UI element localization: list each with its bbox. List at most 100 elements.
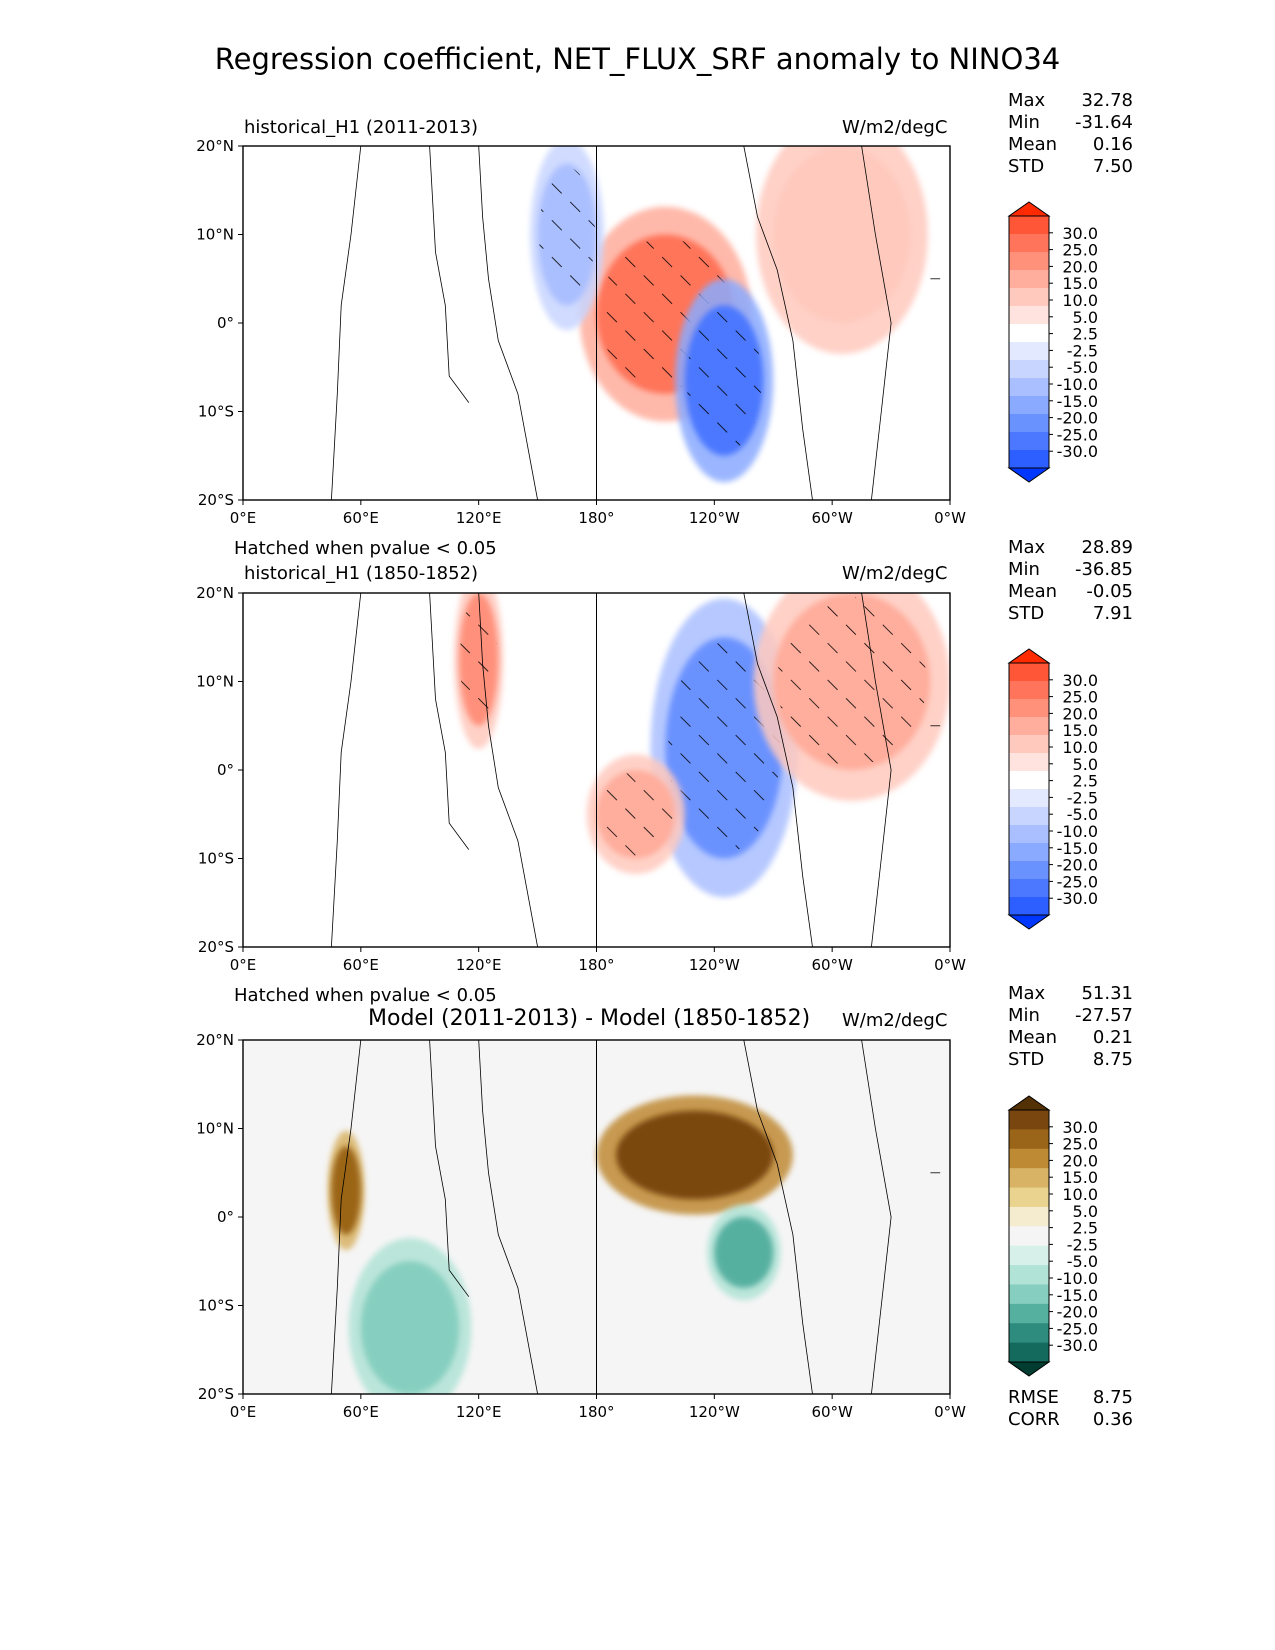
- colorbar-label: -25.0: [1057, 1319, 1098, 1338]
- colorbar-label: -20.0: [1057, 409, 1098, 428]
- x-tick-label: 0°E: [230, 509, 257, 527]
- hatch-region: [460, 596, 498, 723]
- map-panel-test: 0°E 60°E 120°E 180° 120°W 60°W 0°W 20°N 10°N 0° 10…: [196, 137, 966, 527]
- x-tick-label: 120°E: [456, 509, 502, 527]
- colorbar-segment: [1009, 1110, 1049, 1130]
- colorbar-segment: [1009, 879, 1049, 898]
- x-tick-label: 0°E: [230, 956, 257, 974]
- y-tick-label: 20°S: [198, 1385, 234, 1403]
- colorbar-extend-bottom: [1007, 1361, 1051, 1377]
- hatch-region: [777, 597, 927, 766]
- colorbar-segment: [1009, 216, 1049, 235]
- x-tick-label: 120°W: [689, 956, 740, 974]
- y-tick-label: 0°: [217, 761, 234, 779]
- x-tick-label: 60°E: [343, 1403, 379, 1421]
- panel2-hatch-note: Hatched when pvalue < 0.05: [234, 538, 497, 559]
- colorbar-segment: [1009, 699, 1049, 718]
- panel2-title: historical_H1 (1850-1852): [244, 563, 479, 584]
- colorbar-label: -30.0: [1057, 889, 1098, 908]
- colorbar-label: -2.5: [1067, 341, 1098, 360]
- panel3-stats: Max 51.31 Min -27.57 Mean 0.21 STD 8.75: [1008, 983, 1133, 1071]
- coastline: [743, 146, 813, 500]
- colorbar-label: 15.0: [1062, 274, 1098, 293]
- x-tick-label: 120°W: [689, 509, 740, 527]
- colorbar-label: -2.5: [1067, 1235, 1098, 1254]
- colorbar-segment: [1009, 897, 1049, 916]
- stat-min: Min -31.64: [1008, 112, 1133, 133]
- colorbar-label: -5.0: [1067, 805, 1098, 824]
- colorbar-label: 20.0: [1062, 1151, 1098, 1170]
- stat-corr: CORR 0.36: [1008, 1409, 1133, 1430]
- stat-min: Min -27.57: [1008, 1005, 1133, 1026]
- coastline: [429, 593, 470, 850]
- stat-mean: Mean 0.21: [1008, 1027, 1133, 1048]
- x-tick-label: 180°: [578, 509, 614, 527]
- y-tick-label: 20°S: [198, 938, 234, 956]
- panel3-title: Model (2011-2013) - Model (1850-1852): [368, 1006, 811, 1031]
- colorbar-segment: [1009, 681, 1049, 700]
- colorbar-segment: [1009, 717, 1049, 736]
- colorbar-label: -25.0: [1057, 872, 1098, 891]
- colorbar-label: -10.0: [1057, 375, 1098, 394]
- field-blob: [360, 1261, 460, 1394]
- y-tick-label: 0°: [217, 1208, 234, 1226]
- colorbar-label: 10.0: [1062, 738, 1098, 757]
- colorbar-label: 25.0: [1062, 241, 1098, 260]
- coastline: [743, 1040, 813, 1394]
- colorbar-segment: [1009, 735, 1049, 754]
- x-tick-label: 60°W: [811, 1403, 853, 1421]
- x-tick-label: 0°W: [934, 956, 966, 974]
- colorbar-label: 30.0: [1062, 1118, 1098, 1137]
- colorbar-frame: [1008, 662, 1050, 916]
- field-blob: [616, 1110, 774, 1200]
- colorbar-segment: [1009, 1265, 1049, 1285]
- x-tick-label: 0°W: [934, 509, 966, 527]
- coastline: [331, 593, 362, 947]
- x-tick-label: 120°E: [456, 1403, 502, 1421]
- colorbar-label: -20.0: [1057, 1303, 1098, 1322]
- stat-max: Max 51.31: [1008, 983, 1133, 1004]
- colorbar-label: -15.0: [1057, 1286, 1098, 1305]
- colorbar-segment: [1009, 360, 1049, 379]
- colorbar-label: -5.0: [1067, 358, 1098, 377]
- colorbar-label: 10.0: [1062, 291, 1098, 310]
- colorbar-label: 10.0: [1062, 1185, 1098, 1204]
- colorbar-label: 20.0: [1062, 257, 1098, 276]
- colorbar-label: 30.0: [1062, 224, 1098, 243]
- colorbar-label: 20.0: [1062, 704, 1098, 723]
- panel3-hatch-note: Hatched when pvalue < 0.05: [234, 985, 497, 1006]
- coastline: [743, 593, 813, 947]
- colorbar-label: 25.0: [1062, 688, 1098, 707]
- colorbar-frame: [1008, 215, 1050, 469]
- stat-min: Min -36.85: [1008, 559, 1133, 580]
- coastline: [331, 1040, 362, 1394]
- colorbar-label: -10.0: [1057, 822, 1098, 841]
- x-tick-label: 60°E: [343, 509, 379, 527]
- y-tick-label: 20°N: [196, 584, 234, 602]
- y-tick-label: 20°S: [198, 491, 234, 509]
- x-tick-label: 180°: [578, 1403, 614, 1421]
- x-tick-label: 180°: [578, 956, 614, 974]
- colorbar-label: 2.5: [1073, 325, 1098, 344]
- colorbar-segment: [1009, 771, 1049, 790]
- colorbar-frame: [1008, 1109, 1050, 1363]
- colorbar-label: 25.0: [1062, 1135, 1098, 1154]
- colorbar-segment: [1009, 450, 1049, 469]
- colorbar-segment: [1009, 825, 1049, 844]
- field-blob: [714, 1217, 774, 1288]
- x-tick-label: 0°W: [934, 1403, 966, 1421]
- colorbar-segment: [1009, 1284, 1049, 1305]
- field-layer: [331, 146, 941, 500]
- x-tick-label: 60°E: [343, 956, 379, 974]
- field-blob: [331, 1146, 361, 1235]
- stat-rmse: RMSE 8.75: [1008, 1387, 1133, 1408]
- colorbar-segment: [1009, 1245, 1049, 1266]
- colorbar-label: -10.0: [1057, 1269, 1098, 1288]
- colorbar-segment: [1009, 396, 1049, 415]
- x-tick-label: 120°W: [689, 1403, 740, 1421]
- colorbar-segment: [1009, 1129, 1049, 1150]
- stat-std: STD 7.50: [1008, 156, 1133, 177]
- colorbar-segment: [1009, 789, 1049, 808]
- panel1-units: W/m2/degC: [842, 117, 948, 138]
- panel1-stats: Max 32.78 Min -31.64 Mean 0.16 STD 7.50: [1008, 90, 1133, 178]
